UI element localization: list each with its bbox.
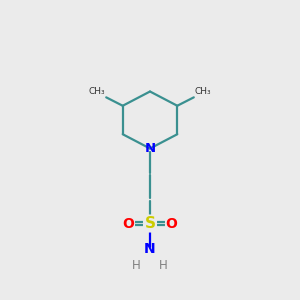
Text: H: H: [132, 259, 141, 272]
Text: H: H: [159, 259, 168, 272]
Text: CH₃: CH₃: [88, 87, 105, 96]
Text: O: O: [122, 217, 134, 230]
Text: CH₃: CH₃: [195, 87, 211, 96]
Text: O: O: [166, 217, 178, 230]
Text: N: N: [144, 142, 156, 155]
Text: S: S: [145, 216, 155, 231]
Text: N: N: [144, 242, 156, 256]
